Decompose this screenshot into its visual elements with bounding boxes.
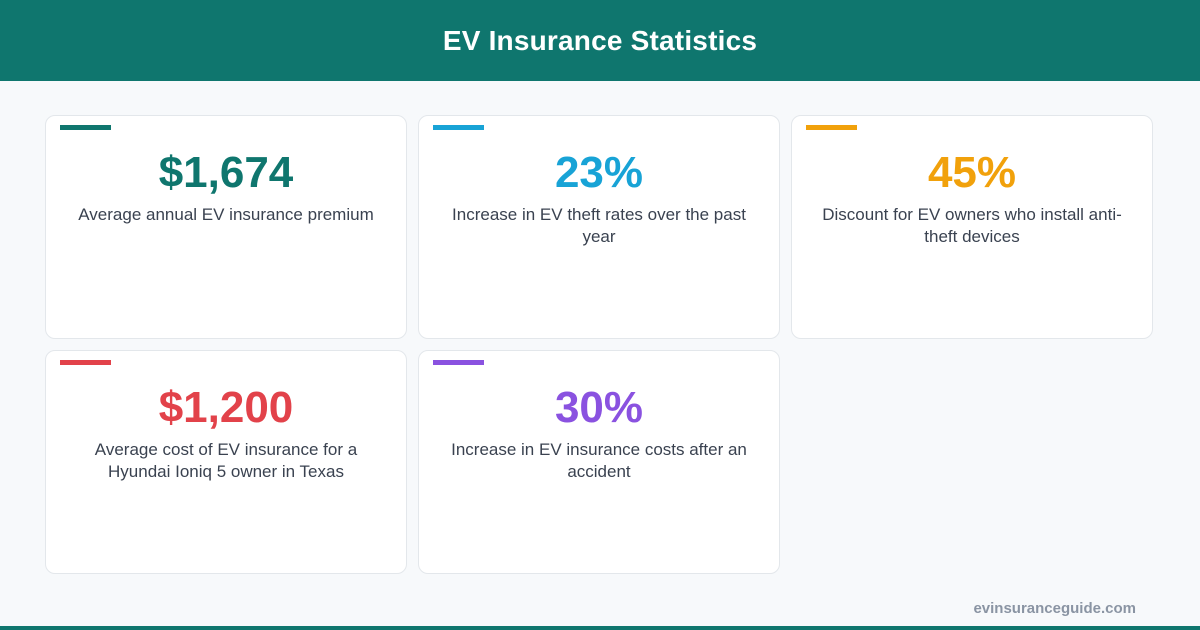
stat-card-accident-increase: 30% Increase in EV insurance costs after… (418, 350, 780, 574)
stat-description: Average annual EV insurance premium (78, 205, 374, 224)
bottom-accent-bar (0, 626, 1200, 630)
stat-description: Increase in EV insurance costs after an … (451, 440, 747, 481)
stat-value: 45% (927, 148, 1017, 197)
stat-value: 23% (554, 148, 644, 197)
card-accent-bar (433, 125, 484, 130)
stat-description: Increase in EV theft rates over the past… (452, 205, 746, 246)
page-title: EV Insurance Statistics (442, 24, 758, 56)
stat-card-average-premium: $1,674 Average annual EV insurance premi… (45, 115, 407, 339)
stat-card-ioniq5-texas-cost: $1,200 Average cost of EV insurance for … (45, 350, 407, 574)
stat-value: $1,674 (158, 148, 294, 197)
stat-description: Discount for EV owners who install anti-… (822, 205, 1122, 246)
card-accent-bar (806, 125, 857, 130)
site-url: evinsuranceguide.com (973, 600, 1136, 617)
stat-card-theft-increase: 23% Increase in EV theft rates over the … (418, 115, 780, 339)
header-bar: EV Insurance Statistics (0, 0, 1200, 81)
card-accent-bar (60, 125, 111, 130)
stat-card-anti-theft-discount: 45% Discount for EV owners who install a… (791, 115, 1153, 339)
stat-description: Average cost of EV insurance for a Hyund… (94, 440, 358, 481)
card-accent-bar (60, 360, 111, 365)
card-accent-bar (433, 360, 484, 365)
stat-value: $1,200 (158, 383, 294, 432)
stat-value: 30% (554, 383, 644, 432)
